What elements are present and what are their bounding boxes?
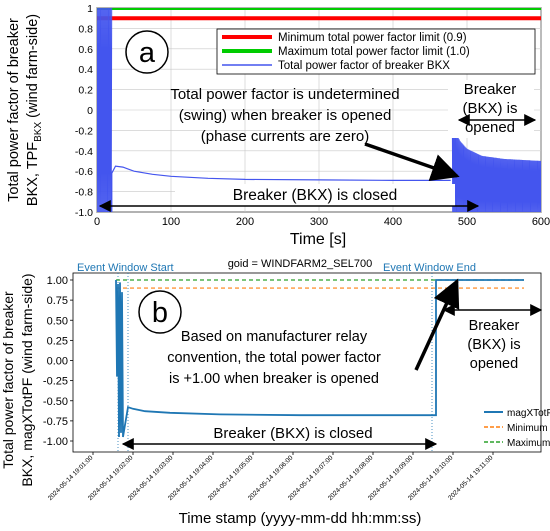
- panel-b-ylabel-line1: Total power factor of breaker: [0, 291, 16, 469]
- panel-a-label: a: [139, 37, 156, 69]
- panel-a-x-tick-label: 400: [384, 216, 402, 228]
- swing-text-line1: Total power factor is undetermined: [170, 86, 399, 103]
- panel-b-label: b: [152, 297, 168, 329]
- panel-b-ylabel-line2: BKX, magXTotPF (wind farm-side): [19, 273, 35, 486]
- panel-a-x-ticks: 0 100 200 300 400 500 600: [94, 216, 550, 228]
- panel-b-x-tick-label: 2024-05-14 19:04:00: [167, 454, 215, 502]
- panel-b-x-tick-label: 2024-05-14 19:09:00: [367, 454, 415, 502]
- panel-a-x-tick-label: 500: [458, 216, 476, 228]
- panel-a-x-tick-label: 100: [162, 216, 180, 228]
- panel-a-y-tick-label: 0.4: [78, 64, 93, 76]
- panel-a-xlabel: Time [s]: [290, 231, 346, 248]
- event-window-end-label: Event Window End: [383, 262, 476, 274]
- panel-b-x-tick-label: 2024-05-14 19:05:00: [207, 454, 255, 502]
- panel-a-x-tick-label: 300: [310, 216, 328, 228]
- panel-a-y-tick-label: -0.4: [75, 146, 93, 158]
- panel-a-y-tick-label: 1: [87, 3, 93, 15]
- panel-a-y-tick-label: -0.6: [75, 166, 93, 178]
- legend-label-tpf: Total power factor of breaker BKX: [278, 60, 450, 72]
- panel-a-ylabel-line1: Total power factor of breaker: [6, 18, 22, 202]
- panel-a-y-tick-label: -0.8: [75, 187, 93, 199]
- panel-a-y-tick-label: 0: [87, 105, 93, 117]
- panel-a-y-ticks: 1 0.8 0.6 0.4 0.2 0 -0.2 -0.4 -0.6 -0.8 -1.0: [75, 3, 93, 219]
- opened-text-a-line3: opened: [465, 119, 515, 136]
- panel-b-y-tick-label: -0.25: [43, 376, 68, 388]
- panel-b-x-tick-label: 2024-05-14 19:10:00: [407, 454, 455, 502]
- panel-b-x-tick-label: 2024-05-14 19:01:00: [47, 454, 95, 502]
- series-magxtotpf-line: [115, 279, 524, 438]
- panel-b-y-tick-label: -1.00: [43, 436, 68, 448]
- panel-a-legend: Minimum total power factor limit (0.9) M…: [216, 28, 536, 75]
- panel-a-x-tick-label: 600: [532, 216, 550, 228]
- panel-a-y-tick-label: -0.2: [75, 125, 93, 137]
- panel-b-y-tick-label: -0.75: [43, 416, 68, 428]
- panel-b-title: goid = WINDFARM2_SEL700: [228, 258, 373, 270]
- panel-b: goid = WINDFARM2_SEL700 1.00 0.75 0.50 0.25…: [0, 258, 550, 527]
- panel-b-y-tick-label: -0.50: [43, 396, 68, 408]
- swing-arrow: [364, 142, 460, 181]
- panel-b-y-tick-label: 0.75: [47, 295, 68, 307]
- relay-arrow: [414, 278, 460, 371]
- legend-label-max-limit: Maximum total power factor limit (1.0): [278, 46, 470, 58]
- panel-b-y-tick-label: 0.50: [47, 315, 68, 327]
- panel-a: 1 0.8 0.6 0.4 0.2 0 -0.2 -0.4 -0.6 -0.8 -1.0 0 100 2…: [6, 3, 550, 248]
- series-tpf-opened-swing-fill: [452, 120, 541, 212]
- opened-text-a-line2: (BKX) is: [462, 100, 517, 117]
- panel-a-ylabel-head: BKX, TPF: [25, 142, 41, 206]
- panel-a-x-tick-label: 200: [236, 216, 254, 228]
- relay-text-line2: convention, the total power factor: [167, 350, 381, 366]
- series-tpf-initial-swing-fill: [97, 8, 112, 212]
- panel-b-xlabel: Time stamp (yyyy-mm-dd hh:mm:ss): [179, 510, 422, 527]
- panel-a-y-tick-label: 0.2: [78, 85, 93, 97]
- panel-a-x-tick-label: 0: [94, 216, 100, 228]
- series-tpf-closed-curve: [111, 165, 451, 212]
- panel-a-label-circle: [125, 30, 169, 74]
- panel-b-y-tick-label: 0.00: [47, 356, 68, 368]
- legend-label-minimum: Minimum: [507, 423, 548, 434]
- panel-b-label-circle: [138, 290, 182, 334]
- legend-label-magxtotpf: magXTotPF: [507, 408, 550, 419]
- opened-text-bg-a: [448, 80, 534, 138]
- panel-b-legend: magXTotPF Minimum Maximum: [484, 408, 550, 449]
- panel-b-x-tick-label: 2024-05-14 19:11:00: [447, 454, 495, 502]
- swing-text-line3: (phase currents are zero): [201, 128, 369, 145]
- closed-text-a: Breaker (BKX) is closed: [233, 187, 398, 204]
- panel-a-y-tick-label: -1.0: [75, 207, 93, 219]
- opened-text-b-line1: Breaker: [469, 318, 520, 334]
- panel-b-x-tick-label: 2024-05-14 19:06:00: [247, 454, 295, 502]
- panel-a-y-tick-label: 0.6: [78, 44, 93, 56]
- panel-a-y-tick-label: 0.8: [78, 23, 93, 35]
- panel-b-y-tick-label: 0.25: [47, 335, 68, 347]
- panel-b-x-tick-label: 2024-05-14 19:07:00: [287, 454, 335, 502]
- opened-text-b-line2: (BKX) is: [467, 337, 520, 353]
- panel-a-ylabel-line2: BKX, TPFBKX (wind farm-side): [25, 14, 44, 206]
- panel-a-series: [97, 8, 541, 212]
- event-window-start-label: Event Window Start: [77, 262, 174, 274]
- panel-b-x-tick-label: 2024-05-14 19:08:00: [327, 454, 375, 502]
- panel-a-ylabel-tail: (wind farm-side): [25, 14, 41, 122]
- panel-b-x-tick-label: 2024-05-14 19:03:00: [127, 454, 175, 502]
- legend-label-maximum: Maximum: [507, 438, 550, 449]
- opened-text-a-line1: Breaker: [464, 81, 517, 98]
- panel-b-x-tick-label: 2024-05-14 19:02:00: [87, 454, 135, 502]
- panel-b-y-tick-label: 1.00: [47, 275, 68, 287]
- relay-text-line3: is +1.00 when breaker is opened: [169, 371, 379, 387]
- panel-a-ylabel-sub: BKX: [33, 122, 44, 142]
- relay-text-line1: Based on manufacturer relay: [181, 329, 368, 345]
- swing-text-line2: (swing) when breaker is opened: [179, 107, 392, 124]
- panel-b-y-ticks: 1.00 0.75 0.50 0.25 0.00 -0.25 -0.50 -0.75 -1.00: [43, 275, 73, 448]
- closed-text-b: Breaker (BKX) is closed: [213, 425, 372, 442]
- opened-text-b-line3: opened: [470, 356, 518, 372]
- legend-label-min-limit: Minimum total power factor limit (0.9): [278, 32, 467, 44]
